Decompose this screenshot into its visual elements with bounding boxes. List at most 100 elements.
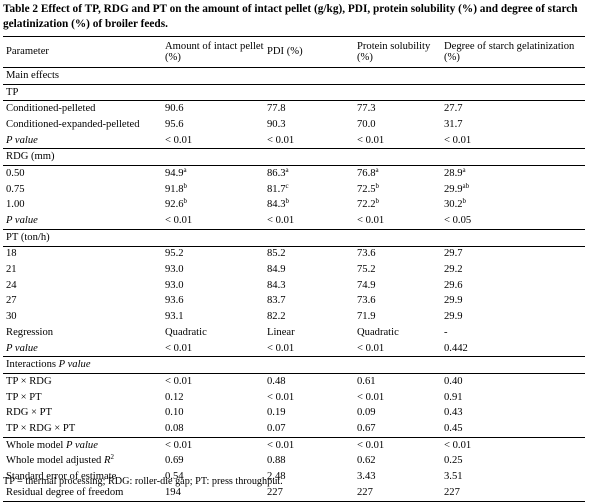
cell: 95.6 (165, 118, 184, 130)
cell: < 0.01 (357, 391, 385, 403)
row-label: Regression (6, 326, 54, 338)
table-row: 30 93.1 82.2 71.9 29.9 (3, 309, 585, 325)
cell: < 0.01 (162, 132, 264, 150)
table-row: RDG × PT 0.10 0.19 0.09 0.43 (3, 405, 585, 421)
row-label: TP × RDG (6, 375, 52, 387)
cell: < 0.01 (267, 439, 295, 451)
table-row: TP × RDG × PT 0.08 0.07 0.67 0.45 (3, 421, 585, 438)
cell: 30.2b (444, 197, 467, 211)
section-row: PT (ton/h) (3, 229, 585, 247)
section-row: RDG (mm) (3, 148, 585, 167)
cell: 3.43 (357, 471, 376, 483)
table-row: 27 93.6 83.7 73.6 29.9 (3, 294, 585, 310)
header-starch-gelatinization: Degree of starch gelatinization (%) (441, 36, 585, 68)
table-row: Regression Quadratic Linear Quadratic - (3, 325, 585, 341)
cell: 0.61 (357, 375, 376, 387)
data-table: Parameter Amount of intact pellet (%) PD… (3, 36, 585, 502)
table-row: TP × RDG < 0.01 0.48 0.61 0.40 (3, 374, 585, 390)
cell: 0.54 (165, 471, 184, 483)
cell: 84.3b (267, 197, 290, 211)
row-label: 27 (6, 295, 17, 307)
cell: 76.8a (357, 165, 379, 179)
cell: 72.5b (357, 181, 380, 195)
section-row: Interactions P value (3, 356, 585, 375)
cell: Linear (267, 326, 295, 338)
superscript: 2 (110, 453, 114, 462)
cell: < 0.05 (441, 213, 585, 230)
row-label: 18 (6, 248, 17, 260)
superscript: b (285, 197, 290, 206)
cell: 29.9ab (444, 181, 470, 195)
cell: 0.10 (165, 407, 184, 419)
superscript: a (375, 165, 379, 174)
cell: 29.2 (444, 264, 463, 276)
cell: 92.6b (165, 197, 188, 211)
table-row: 24 93.0 84.3 74.9 29.6 (3, 278, 585, 294)
cell: 0.25 (444, 455, 463, 467)
cell: 93.0 (165, 264, 184, 276)
table-row: Conditioned-expanded-pelleted 95.6 90.3 … (3, 117, 585, 133)
table-row: TP × PT 0.12 < 0.01 < 0.01 0.91 (3, 390, 585, 406)
table-row: 0.50 94.9a 86.3a 76.8a 28.9a (3, 166, 585, 182)
row-label: P value (3, 340, 162, 358)
cell: < 0.01 (264, 213, 354, 230)
cell: 93.1 (165, 311, 184, 323)
cell: 27.7 (444, 103, 463, 115)
table-row: 0.75 91.8b 81.7c 72.5b 29.9ab (3, 182, 585, 198)
cell: < 0.01 (165, 439, 193, 451)
row-label: P value (3, 132, 162, 150)
cell: < 0.01 (354, 213, 441, 230)
cell: < 0.01 (354, 340, 441, 358)
cell: 72.2b (357, 197, 380, 211)
row-label: Whole model adjusted R2 (6, 453, 114, 467)
superscript: a (285, 165, 289, 174)
cell: < 0.01 (444, 439, 472, 451)
superscript: b (183, 197, 188, 206)
section-rdg: RDG (mm) (3, 148, 585, 167)
table-row: Whole model adjusted R2 0.69 0.88 0.62 0… (3, 454, 585, 470)
row-label: Standard error of estimate (6, 471, 117, 483)
row-label: TP × RDG × PT (3, 421, 162, 438)
cell: 85.2 (267, 248, 286, 260)
cell: 73.6 (357, 248, 376, 260)
section-tp: TP (3, 84, 585, 102)
cell: < 0.01 (354, 132, 441, 150)
row-label: RDG × PT (6, 407, 53, 419)
cell: < 0.01 (264, 132, 354, 150)
cell: 0.40 (444, 375, 463, 387)
cell: 0.08 (162, 421, 264, 438)
cell: 0.91 (444, 391, 463, 403)
cell: 90.6 (165, 103, 184, 115)
cell: 82.2 (267, 311, 286, 323)
superscript: b (462, 197, 467, 206)
cell: 0.69 (165, 455, 184, 467)
cell: < 0.01 (162, 213, 264, 230)
cell: 2.48 (267, 471, 286, 483)
row-label: 0.75 (6, 183, 25, 195)
cell: 84.9 (267, 264, 286, 276)
table-row: Whole model P value < 0.01 < 0.01 < 0.01… (3, 437, 585, 453)
cell: 83.7 (267, 295, 286, 307)
cell: 71.9 (357, 311, 376, 323)
superscript: b (183, 181, 188, 190)
cell: 3.51 (444, 471, 463, 483)
cell: Quadratic (357, 326, 399, 338)
cell: - (444, 326, 448, 338)
cell: 0.07 (264, 421, 354, 438)
row-label: TP × PT (6, 391, 42, 403)
superscript: ab (462, 181, 470, 190)
superscript: a (462, 165, 466, 174)
header-pdi: PDI (%) (264, 36, 354, 68)
table-footnote: TP = thermal processing; RDG: roller-die… (3, 476, 283, 487)
row-label: Conditioned-pelleted (6, 103, 96, 115)
section-pt: PT (ton/h) (3, 229, 585, 247)
header-parameter: Parameter (3, 36, 162, 68)
row-label: 0.50 (6, 167, 25, 179)
cell: 0.67 (354, 421, 441, 438)
row-label: P value (3, 213, 162, 230)
cell: 0.442 (441, 340, 585, 358)
table-row: P value < 0.01 < 0.01 < 0.01 < 0.01 (3, 132, 585, 150)
cell: 93.6 (165, 295, 184, 307)
cell: 75.2 (357, 264, 376, 276)
table-row: P value < 0.01 < 0.01 < 0.01 0.442 (3, 340, 585, 358)
